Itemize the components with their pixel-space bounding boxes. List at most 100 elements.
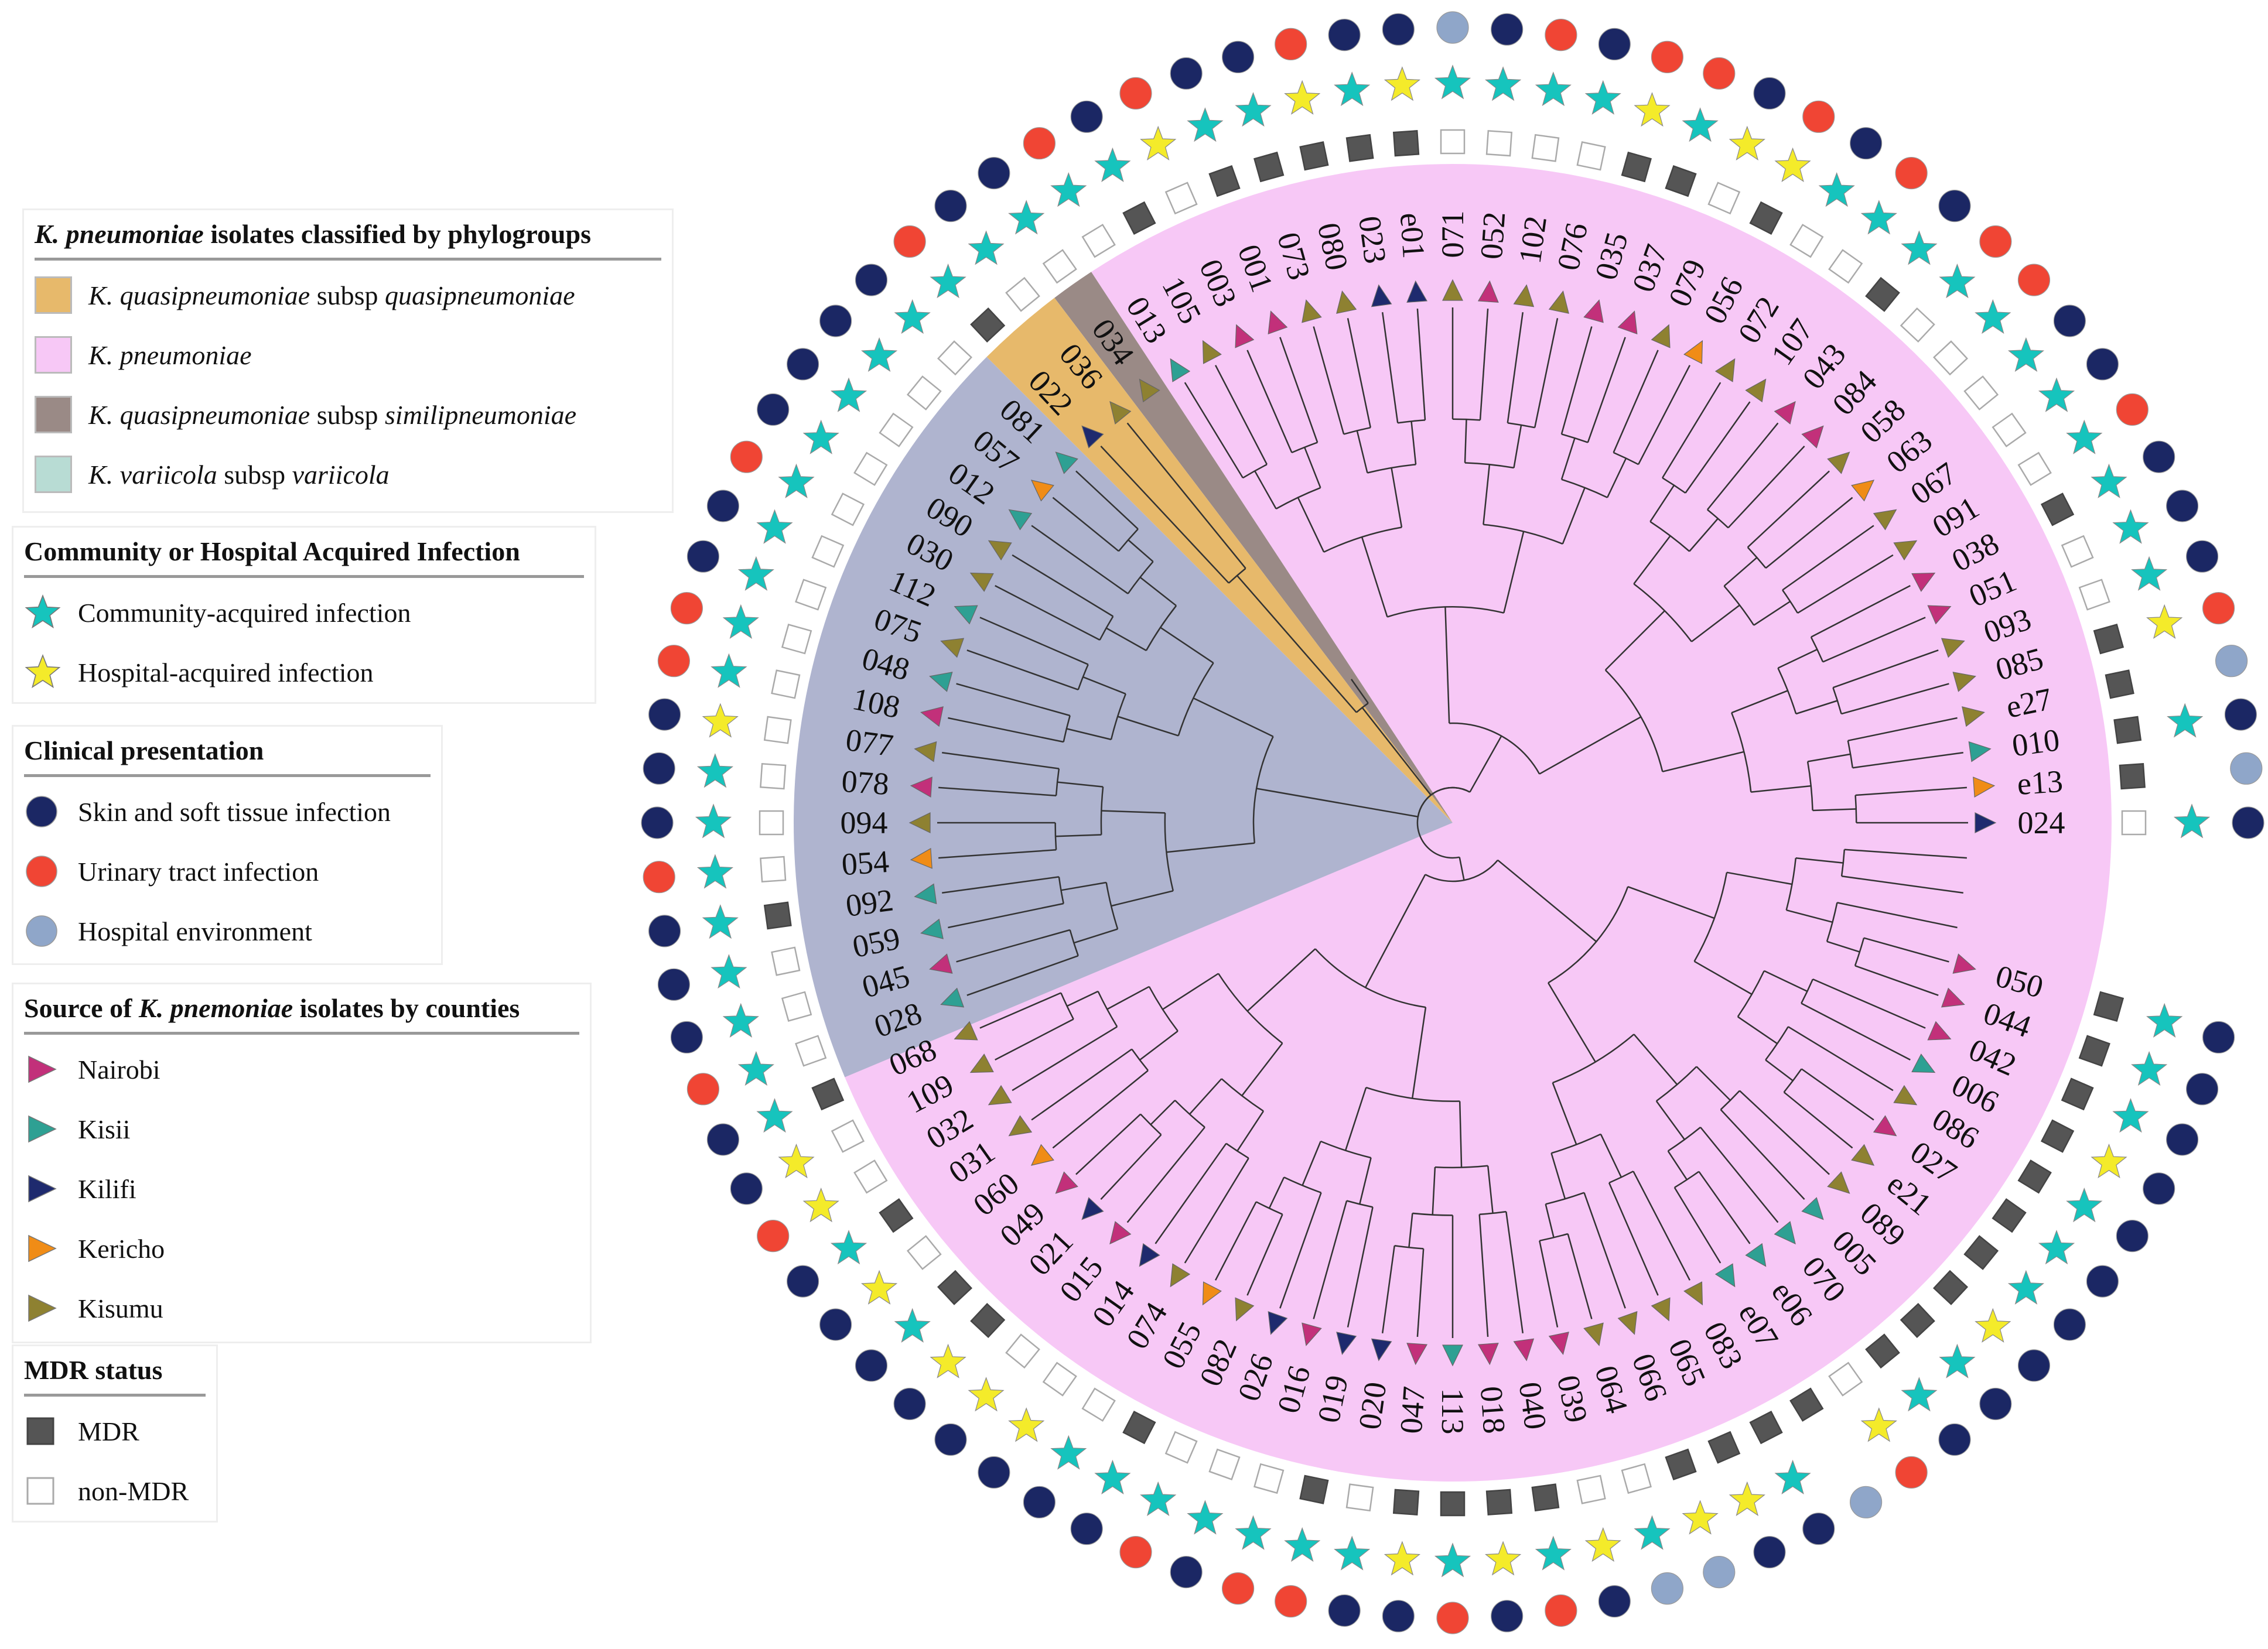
skin-infection-dot [2143,1172,2175,1205]
hospital-star-icon [802,1187,839,1223]
non-mdr-square [1621,1463,1652,1494]
leaf-108: 108 [657,645,944,727]
community-star-icon [1901,230,1938,265]
branch [1783,1092,1853,1149]
branch [1782,525,1874,591]
community-star-icon [737,1051,774,1086]
branch [1139,576,1177,607]
non-mdr-square-icon [26,1477,54,1505]
leaf-label: 054 [841,844,890,882]
legend-phylogroups: K. pneumoniae isolates classified by phy… [22,208,674,513]
branch [1786,909,1833,923]
county-kisii-marker [1968,741,1992,762]
branch [1381,312,1399,423]
community-star-icon [696,854,734,889]
county-kisumu-triangle-icon [28,1294,57,1322]
non-mdr-square [760,856,787,883]
community-star-icon [25,594,61,629]
county-kisii-marker [1745,1243,1767,1267]
branch [966,649,1079,690]
branch [1184,1158,1249,1264]
hospital-star-icon [1284,80,1321,115]
mdr-square [1485,1489,1513,1515]
community-star-icon [1774,1459,1811,1494]
mdr-square [1932,1270,1969,1305]
branch [1237,1110,1265,1152]
urinary-infection-dot [1023,127,1056,160]
community-star-icon [2112,509,2149,544]
community-star-icon [711,653,747,688]
non-mdr-square [1992,412,2027,447]
leaf-010: 010 [1968,698,2257,763]
branch [1503,531,1525,613]
branch [1066,728,1112,741]
county-kisumu-marker [1827,451,1850,474]
branch [1279,1192,1322,1309]
branch-arc [1077,664,1089,690]
hospital-star-icon [1140,125,1177,160]
hospital-star-icon [860,1270,898,1305]
leaf-label: 092 [843,882,895,923]
leaf-092: 092 [648,882,937,947]
branch [938,786,1057,796]
county-kisii-marker [920,918,944,939]
non-mdr-square [1081,1387,1116,1422]
urinary-infection-dot [757,1220,790,1253]
county-kisumu-marker [969,1053,994,1073]
hospital-star-icon [1484,1541,1522,1576]
county-kisumu-marker [1583,1322,1604,1346]
county-kisumu-marker [940,638,965,658]
county-kisumu-marker [988,1084,1012,1106]
legend-mdr-title: MDR status [24,1354,206,1397]
branch [1304,447,1321,488]
non-mdr-square [1042,1361,1077,1397]
community-star-icon [1634,1515,1671,1550]
branch [1583,1192,1626,1309]
branch [1067,990,1099,1007]
hospital-star-icon [1729,125,1765,160]
urinary-infection-dot [670,591,703,625]
skin-infection-dot [1328,1594,1361,1627]
non-mdr-square [771,946,801,976]
community-star-icon [2091,463,2127,498]
branch [1507,312,1524,423]
non-mdr-square [795,579,827,611]
legend-counties-title-suffix: isolates by counties [293,993,520,1023]
branch [1166,842,1255,853]
urinary-infection-dot [1275,28,1307,61]
branch-arc [1164,813,1174,891]
non-mdr-square [1164,1431,1198,1464]
non-mdr-square [781,624,812,655]
branch [1693,960,1753,995]
legend-phylogroups-title-italic: K. pneumoniae [35,219,204,249]
community-star-icon [1434,1542,1471,1578]
community-star-icon [894,299,931,334]
branch-arc [1452,418,1481,421]
legend-counties: Source of K. pnemoniae isolates by count… [12,983,592,1343]
branch [942,751,1060,769]
branch [1548,982,1596,1063]
leaf-039: 039 [1548,1332,1631,1618]
county-kilifi-marker [1081,425,1104,449]
legend-clinical-item: Skin and soft tissue infection [24,782,431,841]
skin-infection-dot [1170,57,1203,90]
county-kisumu-marker [1235,1297,1255,1322]
branch [995,584,1101,641]
mdr-square [1865,1333,1900,1369]
branch [1246,948,1316,1012]
community-star-icon [2038,1230,2075,1265]
branch [1606,458,1627,498]
branch [1539,1240,1559,1328]
branch [1391,467,1403,528]
county-kilifi-triangle-icon [28,1175,57,1203]
branch-arc [1668,1127,1701,1152]
non-mdr-square [906,375,942,410]
county-nairobi-marker [1927,605,1952,625]
skin-infection-dot [686,540,720,573]
leaf-label: 040 [1512,1380,1553,1431]
branch [1411,1007,1427,1099]
skin-infection-dot [641,806,674,839]
county-kisii-marker [1170,358,1191,382]
branch [1160,627,1214,664]
branch [1347,1207,1374,1328]
